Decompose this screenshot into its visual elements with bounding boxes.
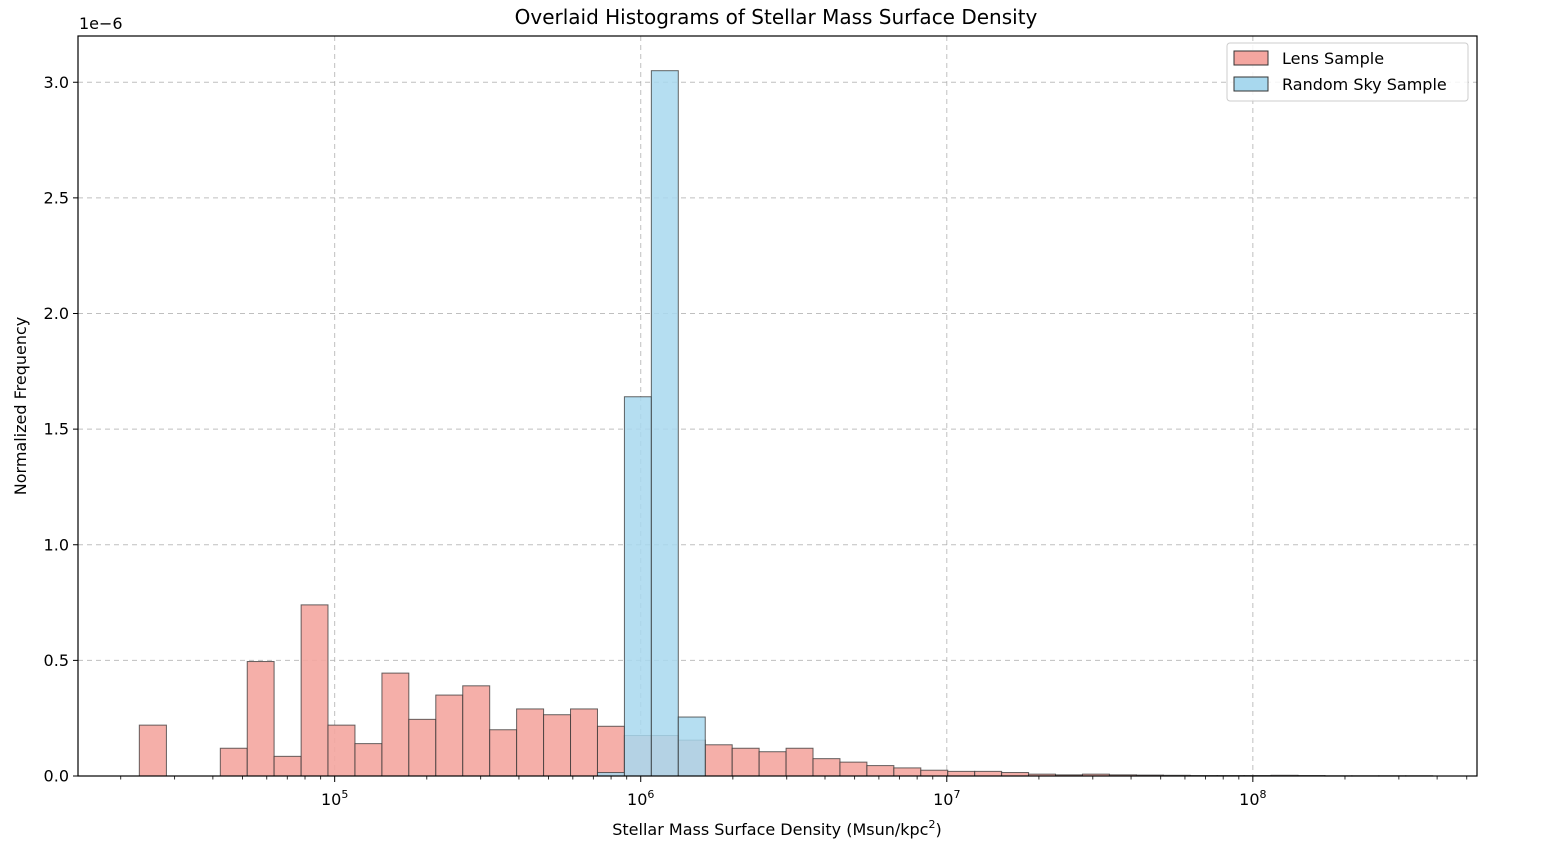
histogram-bar [677,716,706,777]
histogram-bar [893,767,922,777]
histogram-bar [974,770,1003,777]
series-random-sky-sample [596,70,706,777]
histogram-bar [812,758,841,777]
y-tick-label: 0.5 [44,651,69,670]
histogram-bar [516,708,545,777]
grid-lines [78,36,1477,777]
legend-swatch-lens [1233,50,1269,66]
y-tick-label: 0.0 [44,767,69,786]
x-tick-label: 106 [627,788,654,809]
histogram-bar [650,70,679,777]
histogram-bar [408,718,437,777]
histogram-bar [543,714,572,777]
histogram-bar [866,765,895,777]
histogram-bar [731,747,760,777]
histogram-bar [354,743,383,777]
histogram-bar [300,604,329,777]
series-lens-sample [138,604,1434,777]
histogram-bar [704,744,733,777]
histogram-bar [839,761,868,777]
histogram-bar [570,708,598,777]
histogram-bars [138,70,1434,777]
histogram-bar [435,694,464,777]
y-axis-label: Normalized Frequency [11,317,30,495]
histogram-bar [462,685,491,777]
y-tick-label: 2.0 [44,304,69,323]
chart-title: Overlaid Histograms of Stellar Mass Surf… [515,5,1038,29]
histogram-bar [596,725,625,777]
y-tick-label: 1.0 [44,535,69,554]
x-tick-label: 107 [933,788,960,809]
histogram-bar [947,770,976,777]
histogram-bar [138,724,167,777]
y-offset-text: 1e−6 [79,14,123,33]
histogram-bar [246,661,275,777]
histogram-bar [327,724,356,777]
histogram-bar [920,769,949,777]
axis-ticks: 0.0 0.5 1.0 1.5 2.0 2.5 3.0 105 106 107 108 [44,73,1468,809]
y-tick-label: 2.5 [44,188,69,207]
legend: Lens Sample Random Sky Sample [1226,42,1469,102]
legend-label-lens: Lens Sample [1282,49,1384,68]
x-axis-label: Stellar Mass Surface Density (Msun/kpc2) [612,818,941,839]
legend-swatch-random [1233,76,1269,92]
plot-area-frame [77,35,1478,777]
x-tick-label: 108 [1239,788,1266,809]
y-tick-label: 1.5 [44,420,69,439]
histogram-bar [758,751,787,777]
histogram-bar [785,747,814,777]
histogram-bar [623,396,652,777]
y-tick-label: 3.0 [44,73,69,92]
histogram-bar [219,747,248,777]
histogram-bar [489,729,518,777]
legend-label-random: Random Sky Sample [1282,75,1447,94]
histogram-bar [273,755,302,777]
legend-box [1226,42,1469,102]
x-tick-label: 105 [321,788,348,809]
histogram-bar [381,672,410,777]
